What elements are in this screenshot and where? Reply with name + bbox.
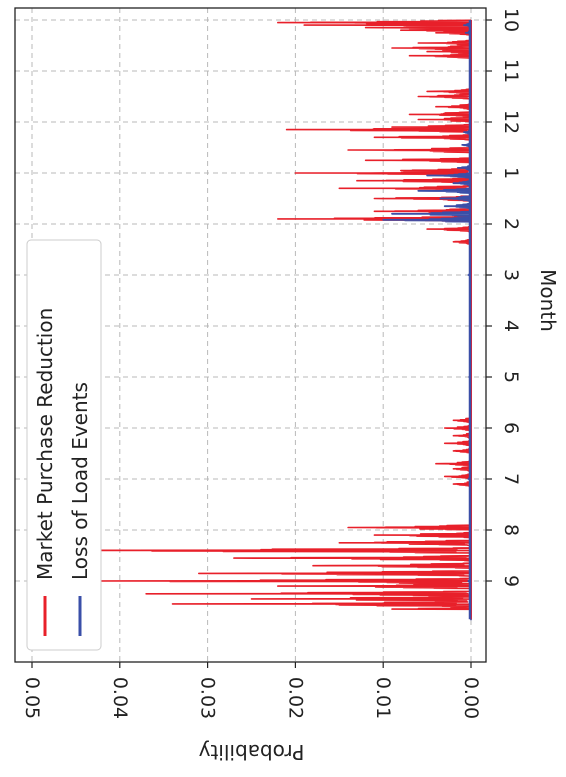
x-tick-label-5: 5 [500,371,522,383]
series-0-burst-3 [408,101,472,124]
y-axis-ticks: 0.00 0.01 0.02 0.03 0.04 0.05 [21,662,482,719]
x-axis-label: Month [536,269,560,332]
legend-box [26,239,102,651]
y-tick-label-0.05: 0.05 [21,677,43,719]
x-tick-label-3: 3 [500,269,522,281]
y-tick-label-0.01: 0.01 [372,677,394,719]
legend: Market Purchase Reduction Loss of Load E… [26,239,102,651]
x-tick-label-6: 6 [500,422,522,434]
x-tick-label-7: 7 [500,473,522,485]
x-tick-label-2: 2 [500,218,522,230]
series-layer [31,19,472,621]
plot-frame [14,7,487,663]
x-tick-label-1: 1 [500,167,522,179]
x-tick-label-8: 8 [500,524,522,536]
y-tick-label-0.03: 0.03 [197,677,219,719]
legend-label-loss-of-load-events: Loss of Load Events [68,382,92,580]
y-tick-label-0.04: 0.04 [109,677,131,719]
x-tick-label-4: 4 [500,320,522,332]
legend-label-market-purchase-reduction: Market Purchase Reduction [33,308,57,580]
x-tick-label-9: 9 [500,575,522,587]
y-axis-label: Probability [198,740,304,764]
x-tick-label-11: 11 [500,59,522,83]
x-tick-label-12: 12 [500,110,522,134]
y-tick-label-0.02: 0.02 [284,677,306,719]
y-tick-label-0.00: 0.00 [460,677,482,719]
x-tick-label-10: 10 [500,8,522,32]
